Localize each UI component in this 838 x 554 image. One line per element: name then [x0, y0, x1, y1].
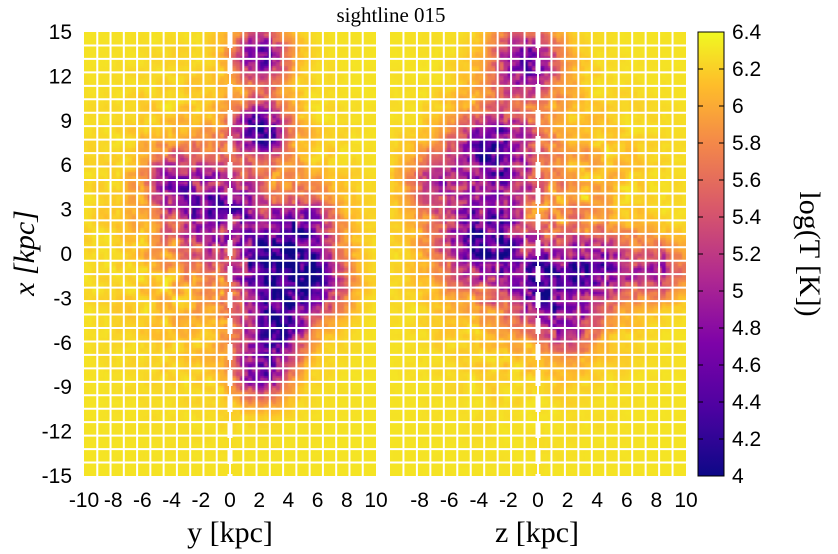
colorbar-tick-label: 4.2: [732, 428, 761, 451]
grid-lines: [84, 32, 376, 476]
colorbar-tick-label: 6: [732, 95, 744, 118]
x-tick-labels-left: -10 -8 -6 -4 -2 0 2 4 6 8 10: [69, 489, 388, 512]
colorbar-tick-label: 5.8: [732, 132, 761, 155]
x-tick-label-left: -4: [162, 489, 181, 512]
colorbar-tick-label: 4.6: [732, 354, 761, 377]
x-tick-label-right: 6: [621, 489, 633, 512]
x-tick-label-right: -2: [499, 489, 518, 512]
x-tick-label-left: 10: [364, 489, 387, 512]
y-tick-label: 9: [60, 110, 72, 133]
y-tick-label: -12: [42, 421, 72, 444]
chart-title: sightline 015: [336, 3, 445, 27]
x-tick-label-right: 8: [651, 489, 663, 512]
x-tick-label-left: 0: [224, 489, 236, 512]
y-tick-label: -15: [42, 465, 72, 488]
x-tick-label-right: 10: [674, 489, 697, 512]
x-tick-label-left: 8: [341, 489, 353, 512]
x-axis-label-left: y [kpc]: [187, 516, 273, 549]
y-tick-label: -9: [53, 376, 72, 399]
y-tick-label: 12: [49, 65, 72, 88]
y-tick-label: 15: [49, 21, 72, 44]
colorbar-tick-label: 5.2: [732, 243, 761, 266]
colorbar-tick-label: 4: [732, 465, 744, 488]
y-tick-label: 0: [60, 243, 72, 266]
y-axis-label: x [kpc]: [8, 210, 41, 297]
y-tick-label: -6: [53, 332, 72, 355]
x-tick-label-left: 4: [283, 489, 295, 512]
x-tick-label-right: 2: [562, 489, 574, 512]
colorbar-tick-label: 5: [732, 280, 744, 303]
colorbar-label: log(T [K]): [793, 191, 826, 316]
x-tick-label-left: 6: [312, 489, 324, 512]
x-tick-label-left: -2: [191, 489, 210, 512]
x-tick-label-left: 2: [253, 489, 265, 512]
colorbar-tick-label: 6.2: [732, 58, 761, 81]
colorbar-tick-label: 5.6: [732, 169, 761, 192]
panel-left-heatmap: [84, 32, 376, 476]
colorbar-tick-label: 4.4: [732, 391, 762, 414]
y-tick-labels: 15 12 9 6 3 0 -3 -6 -9 -12 -15: [42, 21, 72, 488]
x-tick-label-left: -8: [104, 489, 123, 512]
y-tick-label: 3: [60, 199, 72, 222]
x-tick-label-right: -6: [440, 489, 459, 512]
colorbar-tick-label: 4.8: [732, 317, 761, 340]
colorbar-tick-labels: 6.4 6.2 6 5.8 5.6 5.4 5.2 5 4.8 4.6 4.4 4.2 4: [698, 21, 762, 488]
panel-right-heatmap: [390, 32, 686, 476]
x-tick-label-left: -10: [69, 489, 99, 512]
y-tick-label: 6: [60, 154, 72, 177]
x-tick-labels-right: -8 -6 -4 -2 0 2 4 6 8 10: [410, 489, 697, 512]
colorbar-tick-label: 5.4: [732, 206, 762, 229]
x-tick-label-right: -4: [469, 489, 488, 512]
y-tick-label: -3: [53, 287, 72, 310]
x-tick-label-left: -6: [133, 489, 152, 512]
x-tick-label-right: -8: [410, 489, 429, 512]
x-tick-label-right: 4: [591, 489, 603, 512]
colorbar-tick-label: 6.4: [732, 21, 762, 44]
x-axis-label-right: z [kpc]: [495, 516, 579, 549]
x-tick-label-right: 0: [532, 489, 544, 512]
